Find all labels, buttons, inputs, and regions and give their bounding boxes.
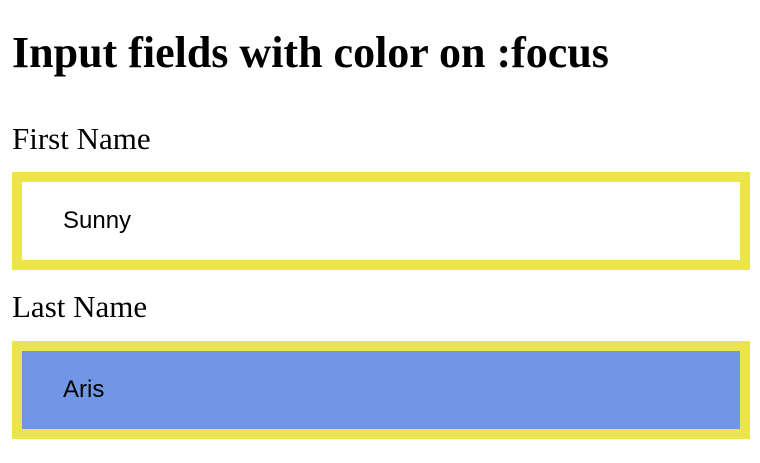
first-name-input[interactable] [12, 172, 750, 270]
last-name-label: Last Name [12, 289, 148, 324]
first-name-label: First Name [12, 121, 151, 156]
last-name-input[interactable] [12, 341, 750, 439]
page-title: Input fields with color on :focus [12, 28, 609, 77]
